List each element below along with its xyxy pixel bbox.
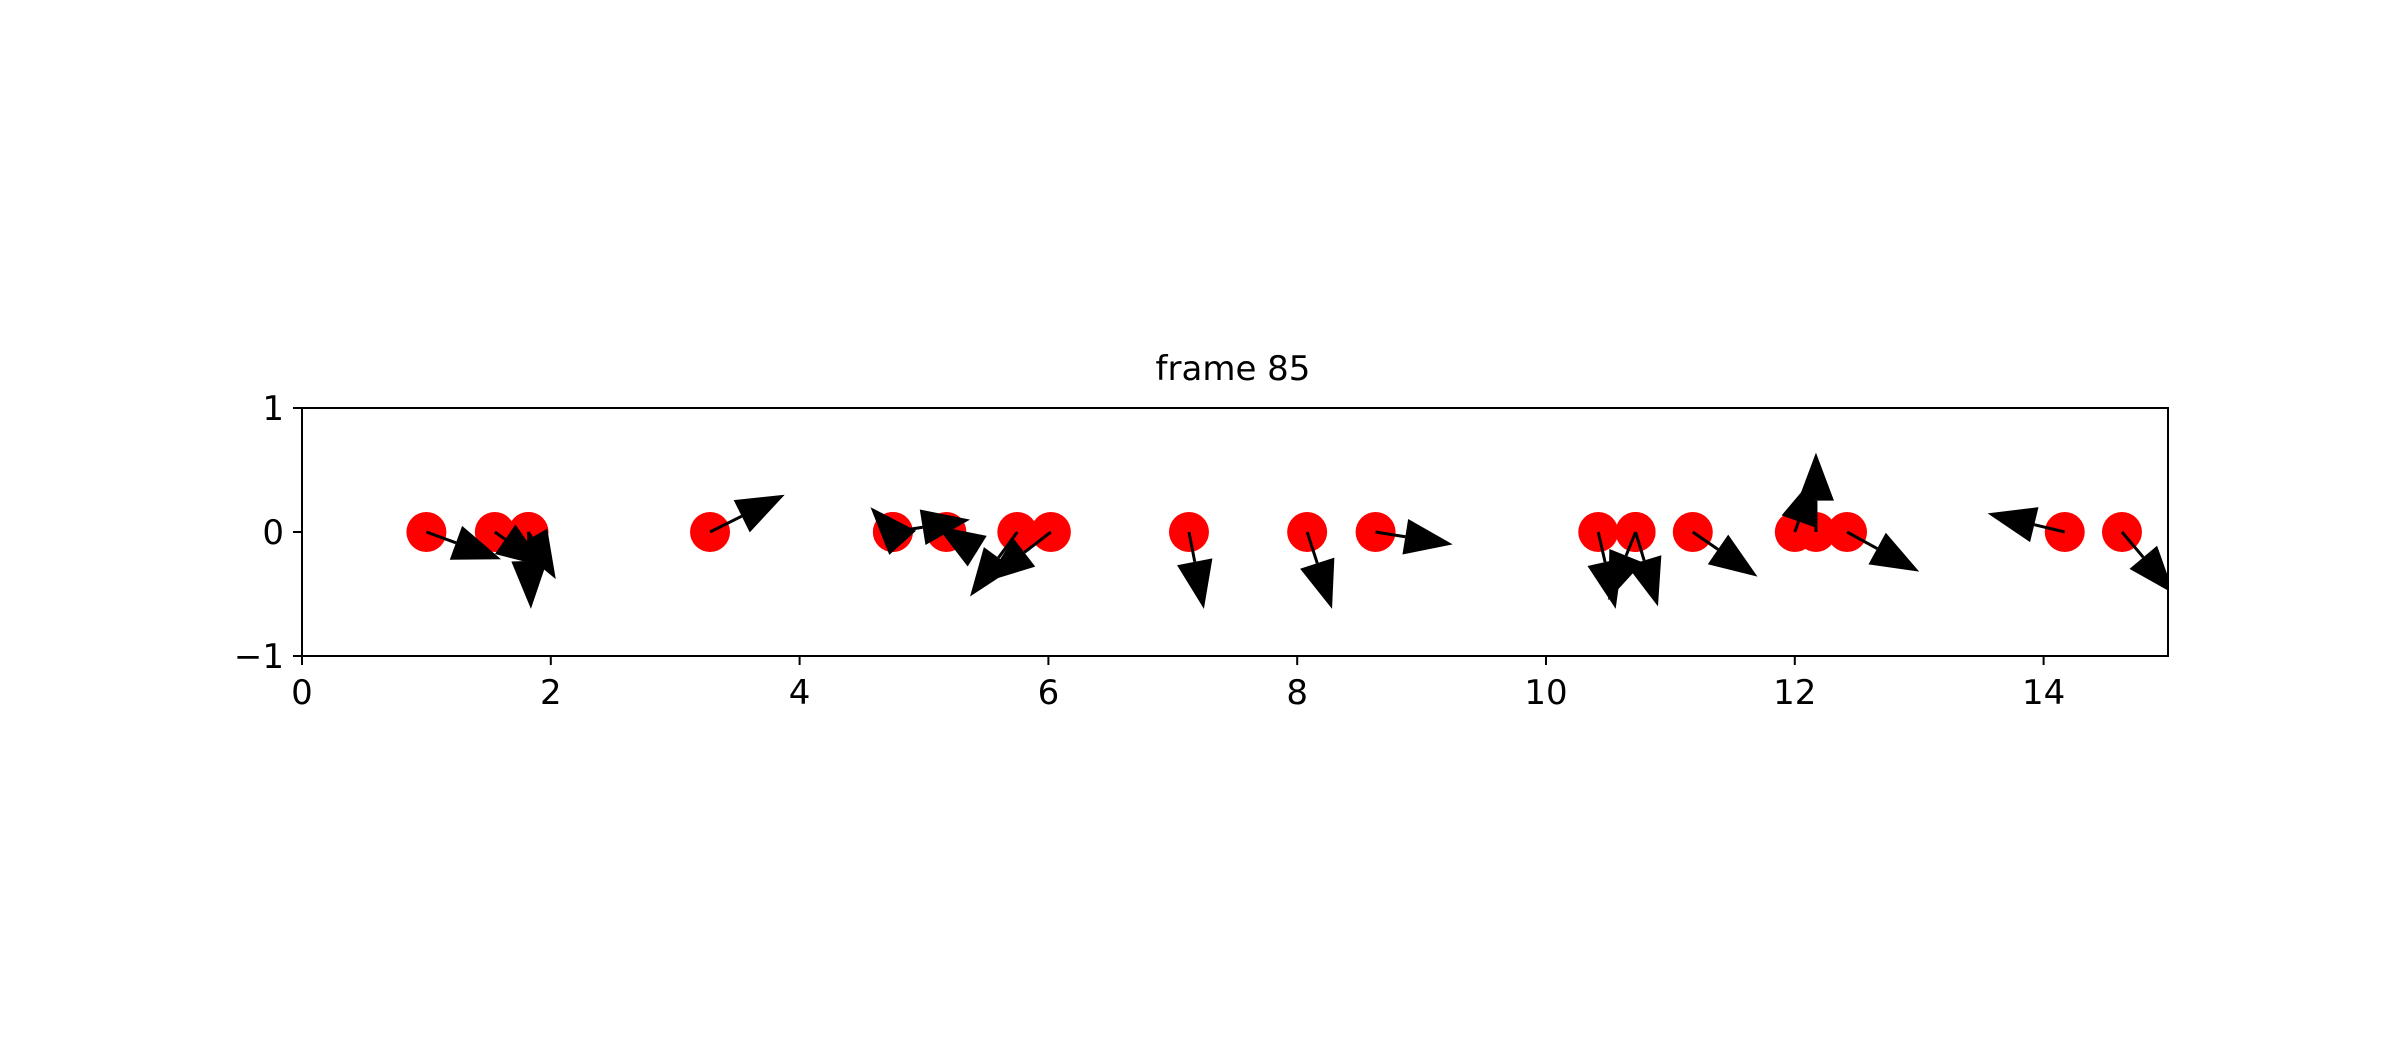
arrow-head: [1868, 532, 1920, 572]
arrow-shaft: [527, 531, 533, 539]
x-tick-label: 0: [291, 673, 313, 713]
x-tick-label: 14: [2022, 673, 2065, 713]
arrow-head: [1608, 548, 1643, 601]
velocity-arrow: [2120, 531, 2168, 591]
x-tick-label: 6: [1038, 673, 1060, 713]
velocity-arrow: [1691, 530, 1758, 577]
velocity-arrow: [1177, 531, 1213, 609]
arrow-head: [1707, 534, 1758, 577]
velocity-arrow: [1797, 452, 1834, 532]
arrow-shaft: [892, 525, 923, 534]
arrow-shaft: [1375, 530, 1406, 539]
chart-title: frame 85: [1156, 349, 1311, 389]
arrow-head: [970, 547, 1013, 597]
velocity-arrow: [516, 528, 556, 580]
x-tick-label: 8: [1286, 673, 1308, 713]
plot-marks: [406, 452, 2168, 609]
arrow-shaft: [1596, 531, 1607, 563]
arrow-head: [1626, 555, 1662, 607]
x-tick-label: 2: [540, 673, 562, 713]
data-point: [997, 512, 1038, 552]
arrow-shaft: [2033, 523, 2066, 534]
y-tick-label: 1: [262, 389, 284, 429]
x-tick-label: 12: [1773, 673, 1816, 713]
arrow-head: [1402, 519, 1453, 555]
arrow-head: [986, 538, 1036, 582]
velocity-arrow: [1608, 531, 1643, 601]
arrow-head: [511, 560, 548, 609]
velocity-arrow: [986, 530, 1052, 582]
arrow-shaft: [1305, 531, 1319, 564]
arrow-shaft: [1846, 530, 1878, 550]
x-tick-label: 10: [1524, 673, 1567, 713]
velocity-arrow: [1375, 519, 1453, 555]
velocity-arrow: [970, 531, 1019, 597]
velocity-arrow: [1987, 507, 2066, 543]
arrow-head: [1177, 558, 1213, 609]
x-axis: 0 2 4 6 8 10 12 14: [291, 656, 2065, 713]
x-tick-label: 4: [789, 673, 811, 713]
velocity-arrow: [936, 525, 987, 567]
arrow-head: [449, 525, 502, 560]
arrow-head: [1987, 507, 2039, 543]
velocity-arrow: [709, 494, 785, 534]
velocity-arrow: [1846, 530, 1920, 572]
arrow-layer: [425, 452, 2168, 609]
arrow-shaft: [1793, 520, 1800, 533]
arrow-shaft: [1187, 531, 1197, 563]
velocity-arrow: [1300, 531, 1335, 609]
arrow-head: [1300, 557, 1335, 609]
arrow-shaft: [1023, 530, 1052, 554]
y-tick-label: −1: [234, 637, 284, 677]
y-tick-label: 0: [262, 513, 284, 553]
arrow-shaft: [709, 514, 743, 534]
arrow-shaft: [1634, 531, 1646, 561]
arrow-head: [919, 509, 971, 545]
arrow-shaft: [425, 530, 457, 545]
arrow-shaft: [1691, 530, 1719, 551]
arrow-head: [733, 494, 785, 533]
arrow-head: [2129, 545, 2168, 591]
y-axis: −1 0 1: [234, 389, 302, 677]
arrow-head: [1797, 452, 1834, 501]
arrow-shaft: [997, 531, 1019, 559]
arrow-head: [516, 528, 556, 580]
arrow-shaft: [493, 530, 507, 541]
arrow-shaft: [2120, 531, 2145, 559]
arrow-head: [936, 525, 987, 567]
velocity-arrow: [1626, 531, 1662, 607]
velocity-arrow: [892, 509, 971, 545]
arrow-shaft: [1624, 531, 1637, 557]
velocity-arrow: [425, 525, 502, 560]
